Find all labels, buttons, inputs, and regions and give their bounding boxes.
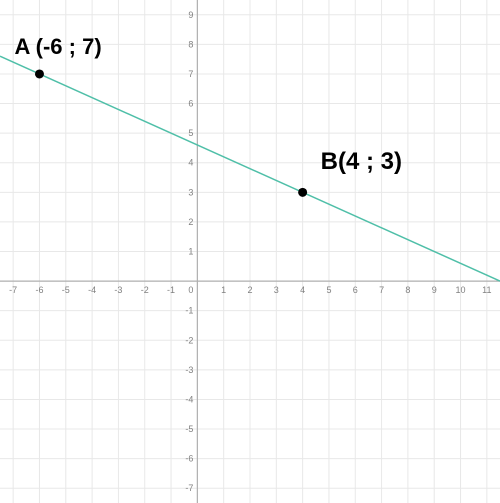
y-tick-label: 4: [188, 158, 193, 168]
x-tick-label: 2: [247, 285, 252, 295]
x-tick-label: -3: [114, 285, 122, 295]
y-tick-label: -4: [185, 394, 193, 404]
x-tick-label: -6: [35, 285, 43, 295]
point-b: [298, 188, 307, 197]
x-tick-label: -2: [141, 285, 149, 295]
x-tick-label: 4: [300, 285, 305, 295]
x-tick-label: 8: [405, 285, 410, 295]
point-b-annotation: B(4 ; 3): [321, 150, 402, 174]
y-tick-label: 6: [188, 99, 193, 109]
x-tick-label: 9: [432, 285, 437, 295]
x-tick-label: -1: [167, 285, 175, 295]
y-tick-label: -3: [185, 365, 193, 375]
x-tick-label: 6: [353, 285, 358, 295]
point-a: [35, 69, 44, 78]
point-a-annotation: A (-6 ; 7): [14, 36, 101, 58]
y-tick-label: 9: [188, 10, 193, 20]
y-tick-label: -1: [185, 306, 193, 316]
y-tick-label: 5: [188, 128, 193, 138]
x-tick-label: 7: [379, 285, 384, 295]
y-tick-label: 1: [188, 247, 193, 257]
x-tick-label: -5: [62, 285, 70, 295]
y-tick-label: 8: [188, 39, 193, 49]
x-tick-label: 5: [326, 285, 331, 295]
y-tick-label: -5: [185, 424, 193, 434]
x-tick-label: 3: [274, 285, 279, 295]
y-tick-label: -2: [185, 335, 193, 345]
origin-label: 0: [188, 285, 193, 295]
x-tick-label: 11: [482, 285, 491, 295]
x-tick-label: -4: [88, 285, 96, 295]
x-tick-label: -7: [9, 285, 17, 295]
x-tick-label: 1: [221, 285, 226, 295]
y-tick-label: -6: [185, 454, 193, 464]
coordinate-plot: -7 -6 -5 -4 -3 -2 -1 0 1 2 3 4 5 6 7 8 9 10 11 -7 -6 -5 -4 -3 -2…: [0, 0, 500, 503]
y-tick-label: 7: [188, 69, 193, 79]
y-tick-label: 3: [188, 187, 193, 197]
y-tick-label: 2: [188, 217, 193, 227]
x-tick-label: 10: [456, 285, 466, 295]
y-tick-label: -7: [185, 483, 193, 493]
